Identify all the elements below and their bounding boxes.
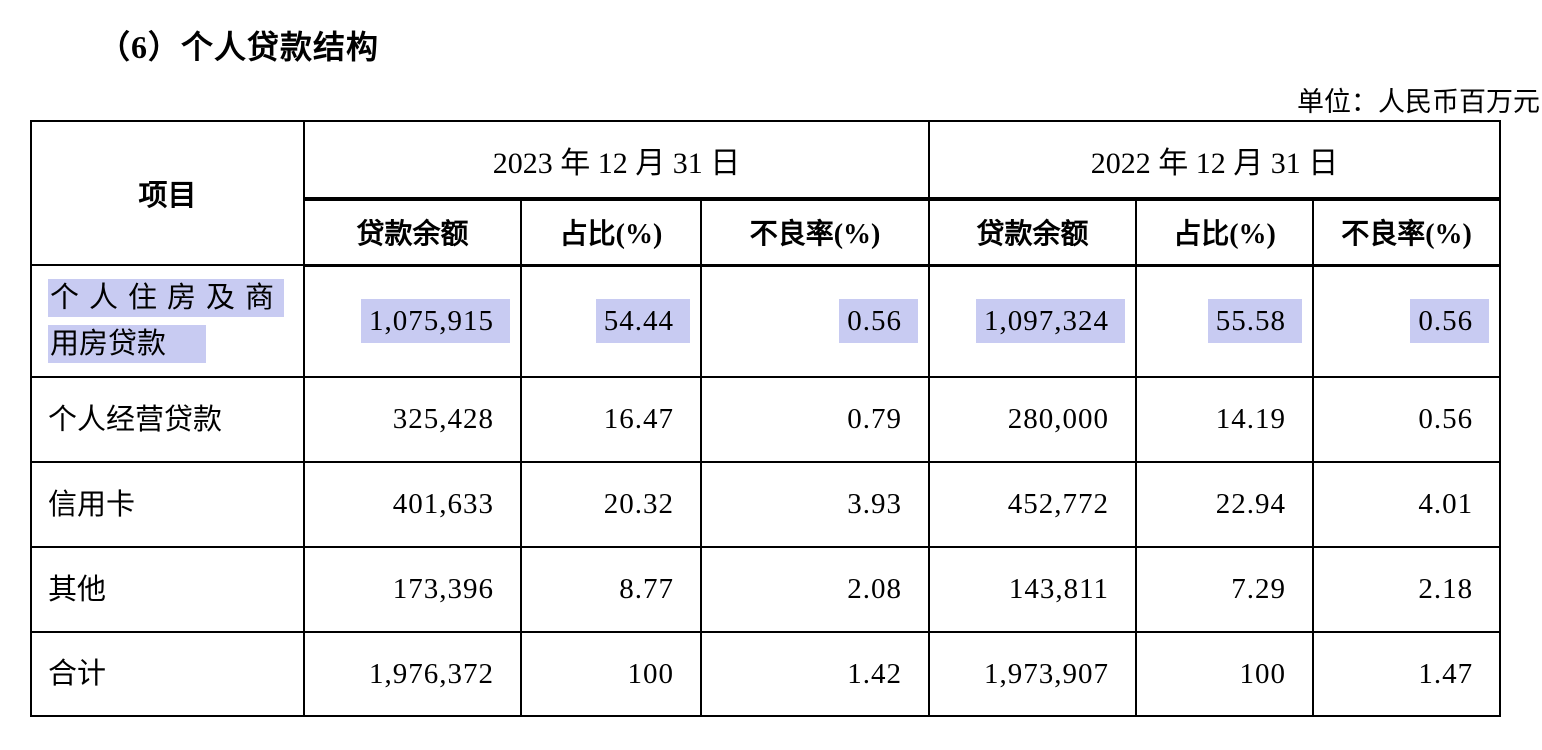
highlighted-value: 1,075,915: [361, 298, 510, 343]
cell-balance-2022: 143,811: [928, 546, 1138, 633]
cell-share-2022: 7.29: [1135, 546, 1315, 633]
table-row-credit-card: 信用卡 401,633 20.32 3.93 452,772 22.94 4.0…: [30, 461, 1502, 548]
cell-share-2022: 22.94: [1135, 461, 1315, 548]
header-year-row: 项目 2023 年 12 月 31 日 2022 年 12 月 31 日: [30, 120, 1502, 266]
cell-share-2023: 8.77: [520, 546, 702, 633]
cell-balance-2022: 280,000: [928, 376, 1138, 463]
highlighted-value: 0.56: [839, 298, 919, 343]
cell-share-2023: 100: [520, 631, 702, 717]
highlighted-value: 54.44: [595, 298, 690, 343]
cell-share-2023: 54.44: [520, 264, 702, 378]
cell-balance-2023: 1,075,915: [303, 264, 522, 378]
personal-loan-structure-table: 项目 2023 年 12 月 31 日 2022 年 12 月 31 日 贷款余…: [30, 120, 1502, 717]
cell-share-2022: 14.19: [1135, 376, 1315, 463]
cell-npl-2023: 3.93: [699, 461, 931, 548]
cell-item: 信用卡: [30, 461, 305, 548]
cell-item: 其他: [30, 546, 305, 633]
table-row-personal-housing: 个人住房及商 用房贷款 1,075,915 54.44 0.56 1,097,32…: [30, 264, 1502, 378]
section-title: （6）个人贷款结构: [98, 29, 380, 65]
cell-npl-2023: 1.42: [699, 631, 931, 717]
highlighted-value: 55.58: [1207, 298, 1303, 343]
cell-balance-2022: 1,973,907: [928, 631, 1138, 717]
cell-balance-2023: 401,633: [303, 461, 522, 548]
table-row-other: 其他 173,396 8.77 2.08 143,811 7.29 2.18: [30, 546, 1502, 633]
row-label-line2: 用房贷款: [48, 325, 207, 363]
cell-item: 合计: [30, 631, 305, 717]
cell-npl-2023: 0.79: [699, 376, 931, 463]
col-header-npl-2022: 不良率(%): [1312, 198, 1502, 267]
cell-npl-2022: 0.56: [1312, 376, 1502, 463]
cell-share-2023: 16.47: [520, 376, 702, 463]
cell-item: 个人住房及商 用房贷款: [30, 264, 305, 378]
row-label-line1: 个人住房及商: [48, 279, 285, 317]
col-header-share-2022: 占比(%): [1135, 198, 1315, 267]
unit-label: 单位：人民币百万元: [1297, 87, 1540, 117]
col-header-item: 项目: [30, 120, 305, 266]
cell-npl-2023: 2.08: [699, 546, 931, 633]
cell-npl-2023: 0.56: [699, 264, 931, 378]
cell-npl-2022: 0.56: [1312, 264, 1502, 378]
cell-balance-2022: 452,772: [928, 461, 1138, 548]
cell-share-2022: 55.58: [1135, 264, 1315, 378]
cell-item: 个人经营贷款: [30, 376, 305, 463]
cell-npl-2022: 4.01: [1312, 461, 1502, 548]
col-header-balance-2022: 贷款余额: [928, 198, 1138, 267]
col-header-share-2023: 占比(%): [520, 198, 702, 267]
col-header-period-2022: 2022 年 12 月 31 日: [928, 120, 1502, 201]
col-header-npl-2023: 不良率(%): [699, 198, 931, 267]
cell-balance-2023: 1,976,372: [303, 631, 522, 717]
table-row-total: 合计 1,976,372 100 1.42 1,973,907 100 1.47: [30, 631, 1502, 717]
col-header-period-2023: 2023 年 12 月 31 日: [302, 120, 931, 201]
cell-share-2023: 20.32: [520, 461, 702, 548]
col-header-balance-2023: 贷款余额: [303, 198, 522, 267]
highlighted-value: 0.56: [1410, 298, 1490, 343]
cell-balance-2023: 173,396: [303, 546, 522, 633]
cell-balance-2023: 325,428: [303, 376, 522, 463]
cell-npl-2022: 2.18: [1312, 546, 1502, 633]
highlighted-value: 1,097,324: [976, 298, 1126, 343]
cell-share-2022: 100: [1135, 631, 1315, 717]
cell-balance-2022: 1,097,324: [928, 264, 1138, 378]
table-row-personal-business: 个人经营贷款 325,428 16.47 0.79 280,000 14.19 …: [30, 376, 1502, 463]
header-sub-row: 贷款余额 占比(%) 不良率(%) 贷款余额 占比(%) 不良率(%): [31, 198, 1502, 267]
cell-npl-2022: 1.47: [1312, 631, 1502, 717]
